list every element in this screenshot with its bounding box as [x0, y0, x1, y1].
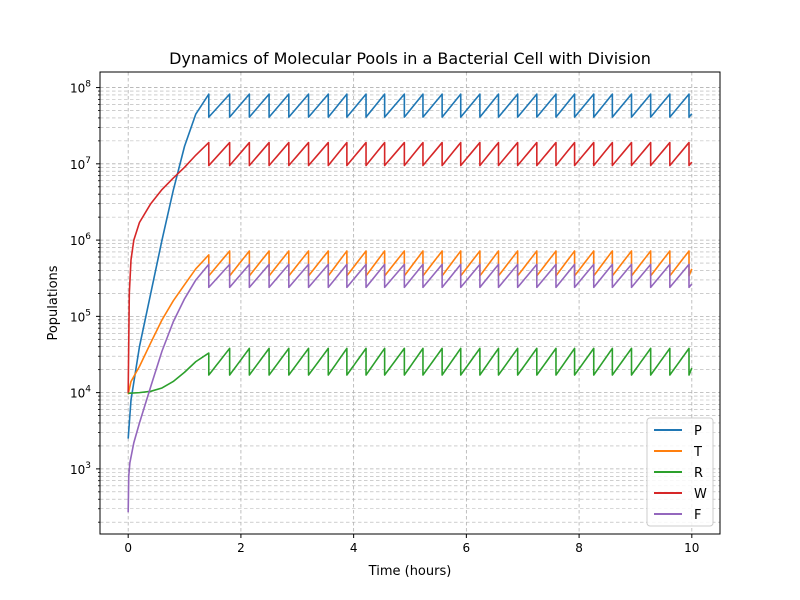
plot-frame	[99, 71, 721, 535]
series-line-T	[127, 250, 693, 395]
chart-title: Dynamics of Molecular Pools in a Bacteri…	[169, 49, 651, 68]
y-tick-label: 107	[70, 156, 91, 172]
x-tick-label: 4	[350, 541, 358, 555]
y-tick-label: 106	[70, 232, 91, 248]
y-tick-label: 103	[70, 461, 91, 477]
x-tick-label: 6	[463, 541, 471, 555]
x-axis-label: Time (hours)	[368, 564, 452, 579]
x-axis-ticks: 0 2 4 6 8 10	[124, 534, 699, 555]
y-tick-label: 108	[70, 80, 91, 96]
y-tick-label: 105	[70, 308, 91, 324]
series-line-R	[128, 347, 693, 395]
x-tick-label: 8	[575, 541, 583, 555]
series-line-W	[127, 141, 693, 393]
legend-label-P: P	[694, 424, 702, 439]
legend-label-F: F	[694, 508, 701, 523]
grid-lines	[100, 72, 720, 534]
x-tick-label: 2	[237, 541, 245, 555]
series-line-P	[127, 93, 693, 439]
series-lines	[127, 93, 693, 513]
legend-label-R: R	[694, 466, 703, 481]
y-tick-label: 104	[70, 385, 91, 401]
y-axis-label: Populations	[46, 265, 61, 340]
y-axis-ticks: 103 104 105 106 107 108	[70, 80, 100, 523]
series-line-F	[127, 263, 693, 513]
legend-label-W: W	[694, 487, 707, 502]
x-tick-label: 10	[684, 541, 699, 555]
x-tick-label: 0	[124, 541, 132, 555]
legend-label-T: T	[693, 445, 702, 460]
